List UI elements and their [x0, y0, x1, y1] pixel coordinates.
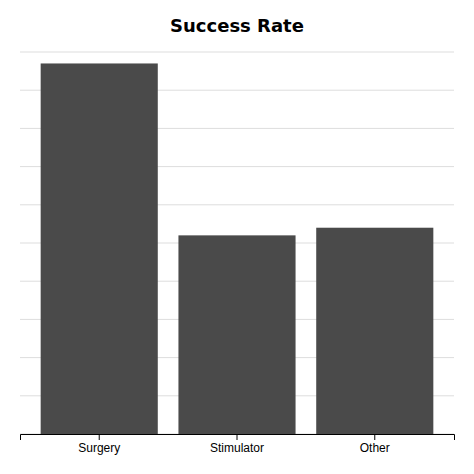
- chart: Surgery Stimulator Other Success Rate: [0, 0, 474, 474]
- bar: [316, 228, 433, 434]
- bar: [41, 63, 158, 434]
- x-tick-mark: [374, 434, 375, 440]
- x-axis-line: [21, 435, 455, 441]
- x-tick-label: Stimulator: [210, 441, 264, 455]
- x-tick-label: Surgery: [78, 441, 120, 455]
- x-tick-mark: [237, 434, 238, 440]
- x-tick: Other: [360, 434, 390, 455]
- x-axis: Surgery Stimulator Other: [21, 434, 455, 455]
- x-tick-mark: [99, 434, 100, 440]
- grid: [20, 52, 454, 434]
- x-tick: Surgery: [78, 434, 120, 455]
- bar: [178, 235, 295, 434]
- x-tick-label: Other: [360, 441, 390, 455]
- grid-line: [20, 52, 454, 53]
- plot-area: Surgery Stimulator Other: [20, 52, 455, 455]
- title: Success Rate: [170, 15, 304, 36]
- bars: [41, 63, 434, 434]
- x-tick: Stimulator: [210, 434, 264, 455]
